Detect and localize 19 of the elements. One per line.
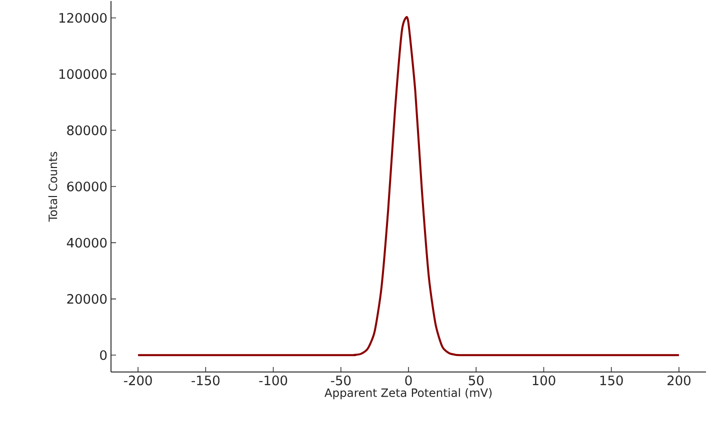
y-tick-label: 60000	[67, 182, 107, 192]
x-tick-label: -100	[259, 376, 288, 386]
y-tick-label: 20000	[67, 294, 107, 304]
x-tick-label: -150	[192, 376, 220, 386]
y-tick-label: 40000	[66, 238, 107, 248]
line-series	[137, 16, 680, 356]
x-axis-title: Apparent Zeta Potential (mV)	[324, 388, 492, 400]
x-tick-label: 50	[468, 376, 484, 386]
x-tick-label: 100	[532, 376, 556, 386]
x-tick-label: 0	[405, 376, 412, 386]
x-tick-label: -50	[330, 376, 351, 386]
x-tick-label: 150	[600, 376, 623, 386]
y-tick-label: 120000	[59, 12, 107, 23]
x-tick-label: 200	[668, 376, 690, 386]
y-axis-title: Total Counts	[48, 152, 58, 222]
y-tick-label: 100000	[59, 69, 107, 79]
x-tick-label: -200	[124, 376, 152, 386]
y-tick-label: 80000	[67, 125, 107, 136]
y-tick-label: 0	[100, 350, 107, 360]
